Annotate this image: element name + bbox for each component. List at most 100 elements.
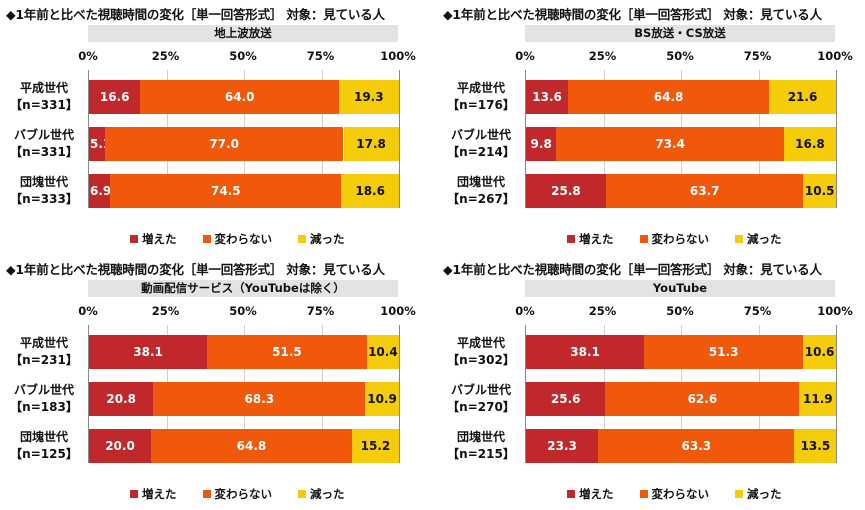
- data-label: 9.8: [530, 137, 552, 151]
- data-label: 73.4: [655, 137, 685, 151]
- legend-swatch: [639, 235, 648, 243]
- bar-segment-decreased: [365, 382, 399, 416]
- sample-size: 【n=125】: [10, 447, 78, 461]
- data-label: 64.8: [236, 439, 267, 453]
- x-tick-label: 25%: [588, 304, 617, 318]
- sample-size: 【n=333】: [10, 192, 78, 206]
- data-label: 18.6: [355, 184, 385, 198]
- data-label: 63.7: [689, 184, 720, 198]
- legend-swatch: [639, 490, 648, 498]
- data-label: 63.3: [681, 439, 712, 453]
- category-name: バブル世代: [13, 383, 74, 397]
- x-tick-label: 100%: [380, 49, 416, 63]
- category-label: 平成世代 【n=231】: [2, 335, 86, 369]
- x-tick-label: 100%: [817, 304, 853, 318]
- bar-segment-increased: [89, 174, 111, 208]
- chart-subtitle: YouTube: [525, 280, 835, 297]
- chart-panel: ◆1年前と比べた視聴時間の変化［単一回答形式］ 対象：見ている人 YouTube 0…: [437, 255, 862, 505]
- sample-size: 【n=231】: [10, 353, 78, 367]
- sample-size: 【n=176】: [447, 98, 515, 112]
- legend: 増えた 変わらない 減った: [130, 231, 371, 247]
- x-tick-label: 50%: [666, 304, 694, 318]
- legend-label: 変わらない: [651, 487, 710, 501]
- legend-item: 増えた: [130, 486, 177, 502]
- stacked-bar: 9.8 73.4 16.8: [526, 127, 836, 161]
- data-label: 19.3: [353, 90, 384, 104]
- x-tick-label: 0%: [515, 304, 535, 318]
- data-label: 10.9: [367, 392, 397, 406]
- stacked-bar: 6.9 74.5 18.6: [89, 174, 399, 208]
- bar-segment-decreased: [799, 382, 837, 416]
- sample-size: 【n=270】: [447, 400, 515, 414]
- bar-segment-increased: [89, 127, 105, 161]
- legend-swatch: [202, 490, 211, 498]
- legend-item: 増えた: [567, 486, 614, 502]
- bar-segment-decreased: [794, 429, 837, 463]
- stacked-bar: 25.8 63.7 10.5: [526, 174, 836, 208]
- x-tick-label: 50%: [666, 49, 694, 63]
- category-label: 団塊世代 【n=215】: [439, 429, 523, 463]
- legend-label: 変わらない: [214, 232, 273, 246]
- chart-subtitle: 動画配信サービス（YouTubeは除く）: [88, 280, 398, 297]
- legend-swatch: [298, 490, 306, 498]
- chart-title: ◆1年前と比べた視聴時間の変化［単一回答形式］ 対象：見ている人: [443, 7, 822, 22]
- x-tick-label: 25%: [588, 49, 617, 63]
- legend-label: 減った: [310, 487, 345, 501]
- bar-segment-increased: [526, 335, 645, 369]
- sample-size: 【n=302】: [447, 353, 515, 367]
- legend-label: 増えた: [142, 487, 177, 501]
- bar-segment-decreased: [366, 335, 399, 369]
- category-label: バブル世代 【n=214】: [439, 127, 523, 161]
- legend: 増えた 変わらない 減った: [130, 486, 371, 502]
- x-tick-label: 75%: [743, 304, 772, 318]
- data-label: 16.8: [795, 137, 825, 151]
- x-tick-label: 75%: [306, 304, 335, 318]
- bar-segment-unchanged: [151, 429, 352, 463]
- bar-segment-decreased: [769, 80, 836, 114]
- legend: 増えた 変わらない 減った: [567, 486, 808, 502]
- legend-label: 変わらない: [651, 232, 710, 246]
- data-label: 51.3: [708, 345, 739, 359]
- category-name: バブル世代: [13, 128, 74, 142]
- legend-label: 減った: [747, 232, 782, 246]
- data-label: 20.8: [106, 392, 137, 406]
- chart-title: ◆1年前と比べた視聴時間の変化［単一回答形式］ 対象：見ている人: [443, 262, 822, 277]
- plot-area: 38.1 51.5 10.4 20.8 68.3 10.9 20.0 64.8 15.2: [88, 325, 400, 463]
- legend-swatch: [130, 235, 138, 243]
- category-label: 団塊世代【n=125】: [2, 429, 86, 463]
- legend-item: 変わらない: [202, 486, 273, 502]
- x-tick-label: 75%: [743, 49, 772, 63]
- bar-segment-unchanged: [598, 429, 795, 463]
- bar-segment-decreased: [351, 429, 399, 463]
- bar-segment-increased: [526, 80, 569, 114]
- category-label: バブル世代 【n=183】: [2, 382, 86, 416]
- category-name: 平成世代: [456, 336, 505, 350]
- legend-item: 減った: [735, 486, 782, 502]
- x-tick-label: 0%: [78, 304, 98, 318]
- bar-segment-increased: [526, 382, 606, 416]
- bar-segment-increased: [89, 80, 141, 114]
- legend-swatch: [298, 235, 306, 243]
- category-name: 団塊世代: [456, 175, 505, 189]
- bar-segment-unchanged: [207, 335, 367, 369]
- stacked-bar: 25.6 62.6 11.9: [526, 382, 837, 416]
- data-label: 10.5: [804, 184, 835, 198]
- chart-subtitle: BS放送・CS放送: [525, 25, 835, 42]
- bar-segment-decreased: [803, 174, 836, 208]
- data-label: 17.8: [356, 137, 386, 151]
- legend-item: 変わらない: [639, 231, 710, 247]
- category-name: 平成世代: [19, 81, 68, 95]
- legend-item: 減った: [298, 486, 345, 502]
- x-tick-label: 25%: [151, 49, 180, 63]
- data-label: 38.1: [570, 345, 600, 359]
- legend-label: 変わらない: [214, 487, 273, 501]
- legend-swatch: [567, 235, 575, 243]
- plot-area: 38.1 51.3 10.6 25.6 62.6 11.9 23.3 63.3 13.5: [525, 325, 837, 463]
- legend-swatch: [735, 235, 743, 243]
- data-label: 6.9: [90, 184, 112, 198]
- category-name: 団塊世代: [19, 430, 68, 444]
- category-name: バブル世代: [450, 128, 511, 142]
- stacked-bar: 20.0 64.8 15.2: [89, 429, 399, 463]
- bar-segment-unchanged: [644, 335, 804, 369]
- x-tick-label: 25%: [151, 304, 180, 318]
